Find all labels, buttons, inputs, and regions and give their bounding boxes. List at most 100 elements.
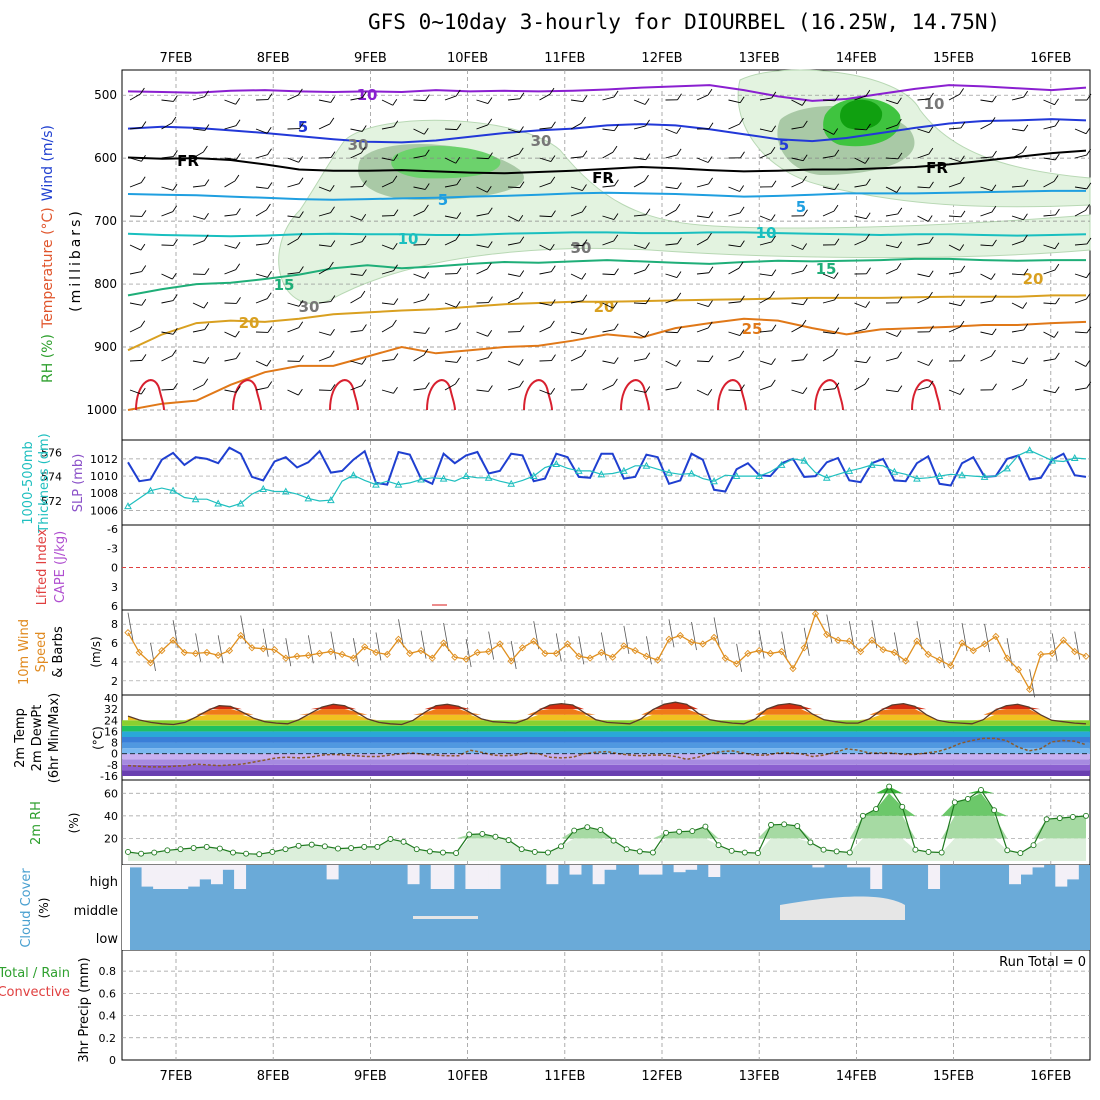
wind-barb-flag (362, 269, 367, 276)
wind-barb (476, 331, 488, 337)
temperature-band (122, 731, 1090, 737)
temperature-band (122, 737, 1090, 743)
wind-barb-flag (299, 266, 304, 273)
rh-marker (335, 845, 341, 852)
thickness-axis-label: 1000-500mbThickness (dm) (21, 433, 52, 533)
wind-speed-marker (530, 637, 538, 645)
wind-barb (980, 211, 992, 217)
surface-wind-barb (195, 633, 202, 662)
rh-marker (177, 846, 184, 853)
pressure-tick-label: 500 (94, 88, 117, 102)
wind-barb (696, 327, 709, 333)
wind-barb-flag (960, 299, 966, 306)
thickness-marker (1003, 464, 1011, 472)
temperature-tick-label: 16 (104, 725, 118, 738)
wind-barb-flag (708, 177, 713, 185)
wind-speed-marker (462, 655, 470, 663)
wind-barb (255, 273, 268, 278)
contour-label: 5 (796, 198, 806, 216)
wind-barb (381, 181, 394, 188)
wind-barb (444, 157, 456, 164)
wind-barb-flag (614, 268, 619, 275)
pressure-axis-label: (millibars) (68, 208, 84, 312)
contour-label: 10 (357, 86, 378, 104)
wind-barb-flag (739, 329, 745, 336)
pressure-tick-label: 1000 (86, 403, 117, 417)
wind-label-1: Speed (34, 632, 49, 673)
wind-barb (917, 98, 930, 101)
wind-barb-flag (645, 242, 650, 249)
wind-barb (539, 127, 552, 130)
temperature-tick-label: -8 (107, 759, 118, 772)
thickness-marker (191, 495, 200, 503)
wind-barb (570, 211, 583, 217)
wind-barb (948, 182, 961, 188)
contour-label: FR (177, 152, 199, 170)
wind-barb (885, 186, 897, 193)
wind-barb-flag (959, 244, 965, 251)
wind-barb-flag (771, 180, 777, 188)
rh-fill (128, 815, 1086, 839)
wind-barb (476, 99, 489, 104)
wind-barb (444, 184, 457, 188)
surface-wind-barb (961, 622, 968, 652)
wind-barb (728, 244, 741, 248)
surface-wind-barb (127, 612, 134, 641)
wind-barb-flag (990, 117, 996, 124)
contour-label: 20 (239, 314, 260, 332)
wind-barb-flag (991, 205, 997, 213)
rh-marker (741, 849, 748, 856)
wind-barb-flag (992, 239, 997, 247)
wind-speed-marker (620, 642, 628, 650)
rh-marker (912, 846, 919, 853)
wind-barb-flag (613, 90, 619, 98)
wind-barb (413, 155, 426, 159)
cloud-cover-low (130, 865, 1090, 950)
rh-marker (466, 831, 473, 838)
rh-marker (663, 829, 670, 836)
cloud-cover-high-gap (638, 865, 651, 875)
wind-barb (885, 268, 898, 275)
temperature-band (122, 764, 1090, 771)
wind-barb (791, 270, 804, 275)
temperature-tick-label: -16 (100, 770, 118, 783)
wind-barb (413, 331, 426, 334)
wind-barb-flag (330, 96, 336, 103)
date-label-top: 10FEB (447, 51, 488, 66)
precip-tick-label: 0.8 (99, 965, 117, 978)
wind-barb-flag (424, 204, 429, 212)
contour-label: 10 (924, 95, 945, 113)
wind-barb (1011, 302, 1023, 309)
wind-barb-flag (802, 154, 808, 161)
wind-barb-flag (1086, 148, 1092, 156)
wind-barb-flag (203, 234, 209, 241)
wind-speed-marker (327, 647, 335, 656)
wind-barb (224, 358, 237, 362)
wind-barb-flag (897, 296, 903, 304)
wind-speed-marker (699, 640, 707, 648)
wind-speed-marker (439, 639, 448, 647)
rh-marker (873, 806, 879, 813)
pressure-tick-label: 800 (94, 277, 117, 291)
rh-marker (623, 846, 630, 853)
wind-barb (696, 389, 708, 396)
wind-barb (129, 302, 142, 306)
cloud-cover-high-gap (130, 865, 142, 868)
surface-wind-barb (623, 625, 630, 654)
wind-barb-flag (644, 331, 650, 338)
wind-barb (1043, 214, 1056, 217)
date-label-bottom: 12FEB (641, 1069, 682, 1084)
wind-speed-marker (1003, 654, 1011, 662)
wind-barb (854, 302, 866, 308)
wind-barb-flag (865, 233, 870, 241)
wind-barb (602, 96, 615, 101)
wind-barb (507, 273, 520, 277)
precip-axis-label: 3hr Precip (mm) (77, 957, 92, 1062)
wind-barb-flag (425, 327, 430, 334)
wind-barb (476, 186, 488, 193)
wind-barb-flag (739, 206, 745, 214)
wind-barb (854, 95, 866, 101)
wind-barb (350, 97, 363, 101)
wind-barb (381, 325, 393, 333)
rh-marker (768, 821, 774, 828)
